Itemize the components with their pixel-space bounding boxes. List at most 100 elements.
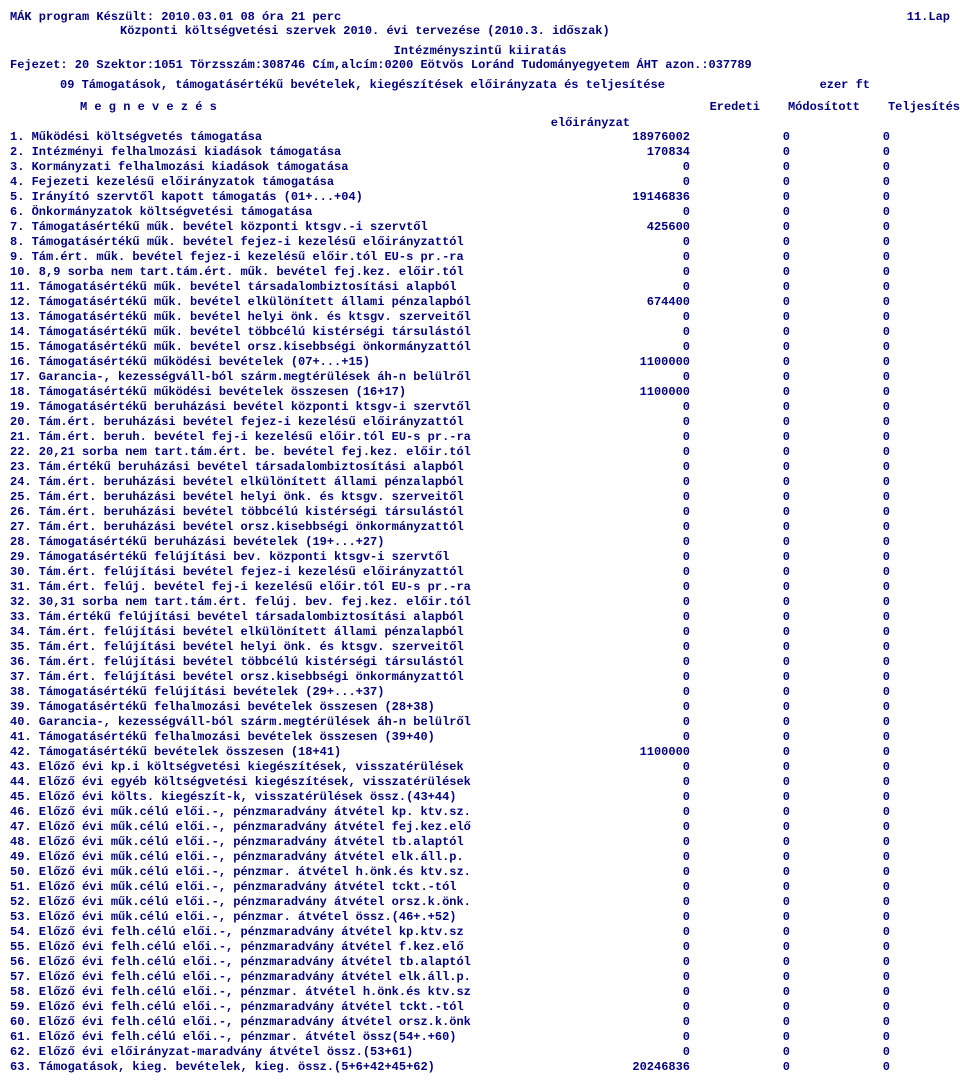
row-v2: 0 <box>690 880 790 895</box>
row-label: 53. Előző évi műk.célú elői.-, pénzmar. … <box>10 910 570 925</box>
row-v1: 0 <box>570 445 690 460</box>
row-v1: 0 <box>570 730 690 745</box>
row-v2: 0 <box>690 700 790 715</box>
table-row: 9. Tám.ért. műk. bevétel fejez-i kezelés… <box>10 250 950 265</box>
row-label: 56. Előző évi felh.célú elői.-, pénzmara… <box>10 955 570 970</box>
table-row: 20. Tám.ért. beruházási bevétel fejez-i … <box>10 415 950 430</box>
row-v1: 0 <box>570 640 690 655</box>
column-header: M e g n e v e z é s Eredeti Módosított T… <box>10 100 950 114</box>
row-label: 59. Előző évi felh.célú elői.-, pénzmara… <box>10 1000 570 1015</box>
table-row: 24. Tám.ért. beruházási bevétel elkülöní… <box>10 475 950 490</box>
row-v3: 0 <box>790 385 890 400</box>
row-v2: 0 <box>690 640 790 655</box>
col-sub: előirányzat <box>10 116 630 130</box>
row-label: 26. Tám.ért. beruházási bevétel többcélú… <box>10 505 570 520</box>
row-v2: 0 <box>690 730 790 745</box>
row-label: 54. Előző évi felh.célú elői.-, pénzmara… <box>10 925 570 940</box>
row-v3: 0 <box>790 910 890 925</box>
row-v3: 0 <box>790 520 890 535</box>
row-v2: 0 <box>690 235 790 250</box>
row-v2: 0 <box>690 205 790 220</box>
row-v1: 170834 <box>570 145 690 160</box>
row-v3: 0 <box>790 790 890 805</box>
header-center: Intézményszintű kiiratás <box>10 44 950 58</box>
header-left: MÁK program Készült: 2010.03.01 08 óra 2… <box>10 10 341 24</box>
table-row: 54. Előző évi felh.célú elői.-, pénzmara… <box>10 925 950 940</box>
table-row: 40. Garancia-, kezességváll-ból szárm.me… <box>10 715 950 730</box>
row-v1: 0 <box>570 670 690 685</box>
row-v2: 0 <box>690 910 790 925</box>
row-v1: 0 <box>570 325 690 340</box>
table-row: 59. Előző évi felh.célú elői.-, pénzmara… <box>10 1000 950 1015</box>
row-v1: 0 <box>570 850 690 865</box>
row-label: 11. Támogatásértékű műk. bevétel társada… <box>10 280 570 295</box>
row-v1: 0 <box>570 280 690 295</box>
row-v3: 0 <box>790 775 890 790</box>
row-label: 25. Tám.ért. beruházási bevétel helyi ön… <box>10 490 570 505</box>
row-v1: 0 <box>570 1045 690 1060</box>
row-v3: 0 <box>790 550 890 565</box>
row-v2: 0 <box>690 415 790 430</box>
row-v2: 0 <box>690 385 790 400</box>
row-v1: 0 <box>570 655 690 670</box>
row-v2: 0 <box>690 625 790 640</box>
row-label: 29. Támogatásértékű felújítási bev. közp… <box>10 550 570 565</box>
row-label: 9. Tám.ért. műk. bevétel fejez-i kezelés… <box>10 250 570 265</box>
row-label: 60. Előző évi felh.célú elői.-, pénzmara… <box>10 1015 570 1030</box>
row-v3: 0 <box>790 625 890 640</box>
table-row: 37. Tám.ért. felújítási bevétel orsz.kis… <box>10 670 950 685</box>
row-v3: 0 <box>790 220 890 235</box>
row-v3: 0 <box>790 355 890 370</box>
row-v2: 0 <box>690 835 790 850</box>
row-v2: 0 <box>690 775 790 790</box>
row-label: 22. 20,21 sorba nem tart.tám.ért. be. be… <box>10 445 570 460</box>
row-v1: 0 <box>570 370 690 385</box>
row-label: 20. Tám.ért. beruházási bevétel fejez-i … <box>10 415 570 430</box>
row-v2: 0 <box>690 295 790 310</box>
row-v2: 0 <box>690 490 790 505</box>
row-v2: 0 <box>690 685 790 700</box>
row-v3: 0 <box>790 715 890 730</box>
row-label: 5. Irányító szervtől kapott támogatás (0… <box>10 190 570 205</box>
table-row: 16. Támogatásértékű működési bevételek (… <box>10 355 950 370</box>
row-label: 41. Támogatásértékű felhalmozási bevétel… <box>10 730 570 745</box>
row-label: 50. Előző évi műk.célú elői.-, pénzmar. … <box>10 865 570 880</box>
row-v2: 0 <box>690 595 790 610</box>
row-v3: 0 <box>790 160 890 175</box>
table-row: 63. Támogatások, kieg. bevételek, kieg. … <box>10 1060 950 1075</box>
row-label: 1. Működési költségvetés támogatása <box>10 130 570 145</box>
row-v3: 0 <box>790 295 890 310</box>
row-v3: 0 <box>790 595 890 610</box>
row-v1: 0 <box>570 910 690 925</box>
table-row: 28. Támogatásértékű beruházási bevételek… <box>10 535 950 550</box>
row-label: 39. Támogatásértékű felhalmozási bevétel… <box>10 700 570 715</box>
table-row: 48. Előző évi műk.célú elői.-, pénzmarad… <box>10 835 950 850</box>
table-row: 11. Támogatásértékű műk. bevétel társada… <box>10 280 950 295</box>
row-v3: 0 <box>790 925 890 940</box>
row-label: 31. Tám.ért. felúj. bevétel fej-i kezelé… <box>10 580 570 595</box>
table-row: 18. Támogatásértékű működési bevételek ö… <box>10 385 950 400</box>
table-row: 4. Fejezeti kezelésű előirányzatok támog… <box>10 175 950 190</box>
row-v1: 0 <box>570 265 690 280</box>
row-v2: 0 <box>690 265 790 280</box>
row-v2: 0 <box>690 475 790 490</box>
table-row: 56. Előző évi felh.célú elői.-, pénzmara… <box>10 955 950 970</box>
row-v2: 0 <box>690 985 790 1000</box>
row-label: 55. Előző évi felh.célú elői.-, pénzmara… <box>10 940 570 955</box>
row-v2: 0 <box>690 190 790 205</box>
row-label: 12. Támogatásértékű műk. bevétel elkülön… <box>10 295 570 310</box>
row-v2: 0 <box>690 355 790 370</box>
row-v1: 0 <box>570 925 690 940</box>
row-v3: 0 <box>790 460 890 475</box>
row-label: 44. Előző évi egyéb költségvetési kiegés… <box>10 775 570 790</box>
row-v2: 0 <box>690 505 790 520</box>
table-row: 26. Tám.ért. beruházási bevétel többcélú… <box>10 505 950 520</box>
row-v3: 0 <box>790 145 890 160</box>
row-v1: 0 <box>570 775 690 790</box>
table-row: 7. Támogatásértékű műk. bevétel központi… <box>10 220 950 235</box>
table-row: 1. Működési költségvetés támogatása18976… <box>10 130 950 145</box>
row-v3: 0 <box>790 475 890 490</box>
row-v2: 0 <box>690 1015 790 1030</box>
row-v3: 0 <box>790 535 890 550</box>
header-line2: Fejezet: 20 Szektor:1051 Törzsszám:30874… <box>10 58 950 72</box>
